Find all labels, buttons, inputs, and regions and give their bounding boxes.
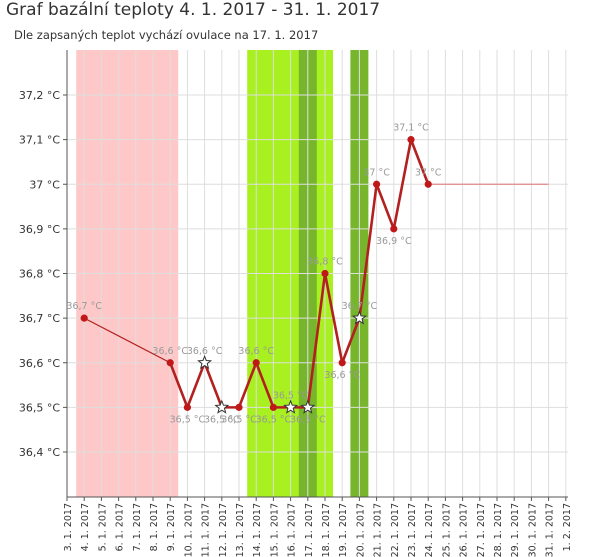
series-segment [375, 182, 396, 231]
y-tick-label: 37,1 °C [19, 134, 60, 147]
point-marker [235, 403, 243, 411]
x-tick-label: 5. 1. 2017 [97, 503, 108, 551]
x-tick-label: 3. 1. 2017 [63, 503, 74, 551]
series-segment [340, 316, 361, 365]
data-label: 36,6 °C [152, 346, 188, 357]
star-marker [300, 399, 316, 414]
y-tick-label: 37,2 °C [19, 89, 60, 102]
x-tick-label: 19. 1. 2017 [338, 503, 349, 557]
x-tick-label: 16. 1. 2017 [287, 503, 298, 557]
x-tick-label: 6. 1. 2017 [115, 503, 126, 551]
data-label: 36,9 °C [376, 236, 412, 247]
series-segment [186, 361, 206, 409]
x-axis: 3. 1. 2017 4. 1. 2017 5. 1. 2017 6. 1. 2017… [63, 497, 573, 557]
y-tick-label: 36,6 °C [19, 357, 60, 370]
chart-subtitle: Dle zapsaných teplot vychází ovulace na … [14, 28, 319, 42]
chart-title: Graf bazální teploty 4. 1. 2017 - 31. 1.… [6, 0, 381, 20]
x-tick-label: 11. 1. 2017 [201, 503, 212, 557]
x-tick-label: 15. 1. 2017 [269, 503, 280, 557]
x-tick-label: 12. 1. 2017 [218, 503, 229, 557]
data-label: 36,7 °C [342, 301, 378, 312]
x-tick-label: 18. 1. 2017 [321, 503, 332, 557]
series-segment [409, 138, 430, 186]
series-segment [203, 361, 224, 409]
point-marker [373, 180, 381, 188]
data-label: 36,5 °C [204, 414, 240, 425]
data-label: 37 °C [415, 167, 442, 178]
temperature-series [80, 136, 549, 414]
y-axis: 36,4 °C 36,5 °C 36,6 °C 36,7 °C 36,8 °C 36,9 … [19, 89, 67, 459]
point-marker [390, 225, 398, 233]
point-marker [424, 180, 432, 188]
data-label: 36,5 °C [290, 414, 326, 425]
x-tick-label: 9. 1. 2017 [166, 503, 177, 551]
data-label: 37,1 °C [393, 123, 429, 134]
y-tick-label: 36,8 °C [19, 268, 60, 281]
star-marker [351, 310, 367, 325]
x-tick-label: 29. 1. 2017 [510, 503, 521, 557]
x-tick-label: 14. 1. 2017 [252, 503, 263, 557]
point-marker [252, 359, 260, 367]
data-label: 36,8 °C [307, 257, 343, 268]
data-label: 36,5 °C [170, 414, 206, 425]
star-marker [197, 354, 213, 370]
star-marker [214, 399, 230, 414]
y-tick-label: 37 °C [29, 178, 60, 191]
point-marker [80, 314, 88, 322]
series-segment [83, 317, 171, 364]
point-marker [183, 403, 191, 411]
series-segment [323, 272, 344, 365]
x-tick-label: 25. 1. 2017 [441, 503, 452, 557]
data-label: 36,7 °C [66, 301, 102, 312]
data-labels: 36,7 °C36,6 °C36,5 °C36,6 °C36,5 °C36,5 … [66, 123, 441, 426]
series-segment [392, 138, 413, 231]
x-tick-label: 26. 1. 2017 [459, 503, 470, 557]
x-tick-label: 30. 1. 2017 [527, 503, 538, 557]
series-segment [358, 182, 378, 320]
x-tick-label: 17. 1. 2017 [304, 503, 315, 557]
x-tick-label: 20. 1. 2017 [355, 503, 366, 557]
data-label: 36,6 °C [187, 346, 223, 357]
x-tick-label: 28. 1. 2017 [493, 503, 504, 557]
x-tick-label: 22. 1. 2017 [390, 503, 401, 557]
point-marker [338, 359, 346, 367]
data-label: 36,5 °C [273, 390, 309, 401]
x-tick-label: 1. 2. 2017 [562, 503, 573, 551]
data-label: 36,6 °C [238, 346, 274, 357]
x-tick-label: 4. 1. 2017 [80, 503, 91, 551]
series-segment [254, 361, 275, 409]
y-tick-label: 36,4 °C [19, 446, 60, 459]
x-tick-label: 23. 1. 2017 [407, 503, 418, 557]
series-segment [306, 272, 327, 409]
x-tick-label: 8. 1. 2017 [149, 503, 160, 551]
star-marker [283, 399, 299, 414]
x-tick-label: 31. 1. 2017 [545, 503, 556, 557]
data-label: 36,5 °C [221, 414, 257, 425]
point-marker [166, 359, 174, 367]
x-tick-label: 21. 1. 2017 [373, 503, 384, 557]
data-label: 36,6 °C [324, 370, 360, 381]
series-segment [237, 361, 258, 409]
data-label: 37 °C [363, 167, 390, 178]
point-marker [407, 136, 415, 144]
point-marker [321, 269, 329, 278]
chart-grid [66, 50, 568, 498]
data-label: 36,5 °C [256, 414, 292, 425]
y-tick-label: 36,7 °C [19, 312, 60, 325]
series-segment [168, 361, 189, 409]
y-tick-label: 36,5 °C [19, 401, 60, 414]
y-tick-label: 36,9 °C [19, 223, 60, 236]
x-tick-label: 10. 1. 2017 [183, 503, 194, 557]
point-marker [269, 403, 277, 411]
x-tick-label: 7. 1. 2017 [132, 503, 143, 551]
x-tick-label: 27. 1. 2017 [476, 503, 487, 557]
x-tick-label: 13. 1. 2017 [235, 503, 246, 557]
x-tick-label: 24. 1. 2017 [424, 503, 435, 557]
